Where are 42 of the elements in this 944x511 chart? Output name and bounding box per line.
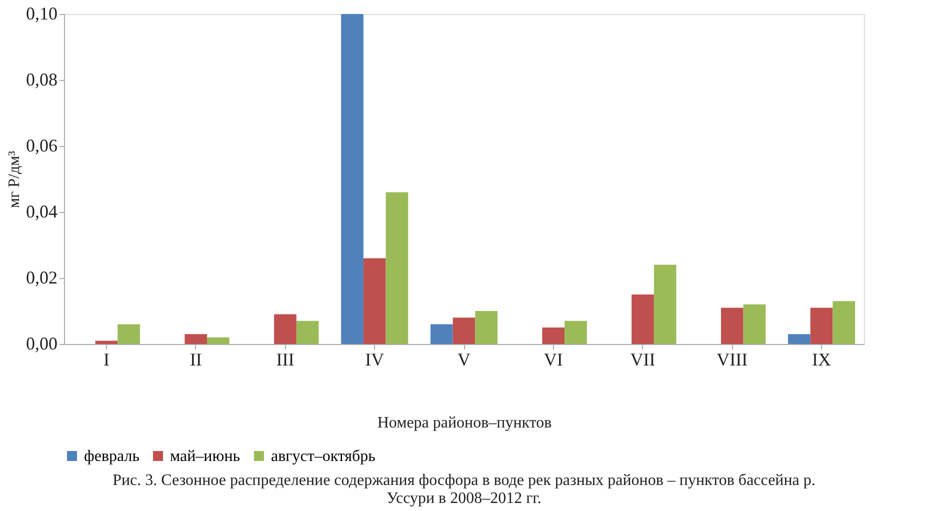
x-tick-label: III	[276, 350, 294, 370]
bar	[810, 308, 833, 344]
x-axis-title: Номера районов–пунктов	[377, 414, 552, 432]
x-tick-label: VIII	[716, 350, 748, 370]
x-tick-label: V	[458, 350, 470, 370]
y-tick-label: 0,04	[26, 202, 58, 222]
legend-label: август–октябрь	[271, 448, 376, 465]
bar	[743, 304, 766, 344]
bar	[475, 311, 498, 344]
bar	[452, 318, 476, 344]
legend-label: февраль	[84, 448, 140, 465]
x-tick-label: IV	[365, 350, 384, 370]
text: Рис. 3. Сезонное распределение содержания фосфора в воде рек разных районов – пунктов бассейна р. Уссури в 2008–2012 гг.	[112, 472, 816, 507]
x-tick-label: VI	[544, 350, 563, 370]
bar	[788, 334, 810, 344]
bar	[386, 192, 408, 344]
bar	[95, 340, 118, 344]
legend-label: май–июнь	[170, 448, 240, 465]
y-tick-label: 0,02	[26, 268, 58, 288]
y-tick-label: 0,10	[26, 4, 58, 24]
x-tick-label: I	[103, 350, 110, 370]
y-axis-title: мг Р/дм³	[6, 150, 23, 208]
y-tick-label: 0,00	[26, 334, 58, 354]
bar	[274, 314, 296, 344]
bar	[654, 264, 676, 344]
bar	[564, 320, 587, 344]
bar	[632, 294, 654, 344]
bar	[118, 324, 140, 344]
y-tick-label: 0,08	[26, 70, 58, 90]
bar	[341, 14, 364, 344]
x-tick-label: IX	[812, 350, 832, 370]
x-tick-label: VII	[630, 350, 656, 370]
bar	[363, 258, 386, 344]
bar	[720, 308, 744, 344]
bar	[184, 334, 208, 344]
y-tick-label: 0,06	[26, 136, 58, 156]
bar	[430, 324, 453, 344]
bar	[542, 328, 565, 344]
bar	[207, 337, 230, 344]
x-tick-label: II	[190, 350, 202, 370]
bar	[832, 301, 856, 344]
bar	[296, 320, 319, 344]
